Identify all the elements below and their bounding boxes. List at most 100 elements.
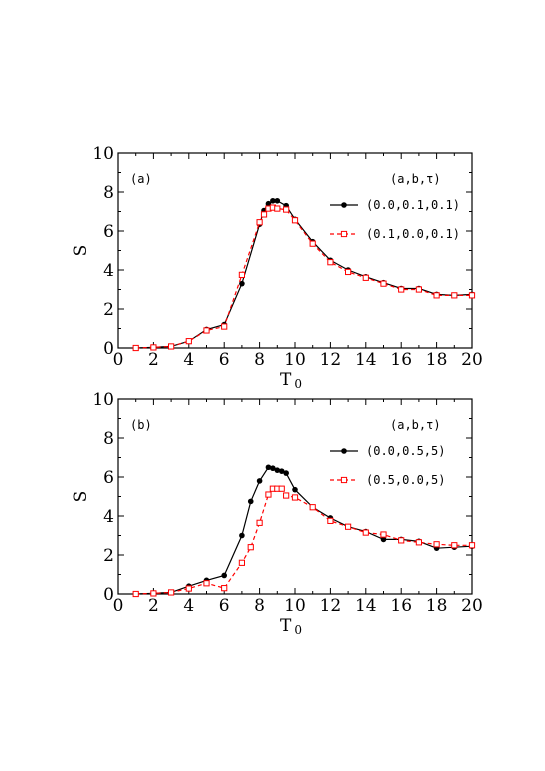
data-point bbox=[203, 327, 210, 334]
data-point bbox=[283, 470, 289, 476]
data-point bbox=[203, 580, 210, 587]
data-point bbox=[238, 559, 246, 566]
y-tick-label: 6 bbox=[103, 468, 114, 488]
data-point bbox=[362, 274, 369, 281]
x-tick-label: 8 bbox=[254, 596, 265, 616]
y-tick-label: 10 bbox=[92, 390, 114, 410]
x-tick-label: 16 bbox=[390, 350, 412, 370]
data-point bbox=[380, 280, 387, 287]
data-point bbox=[256, 219, 263, 226]
y-tick-label: 2 bbox=[103, 546, 114, 566]
data-point bbox=[247, 498, 254, 505]
data-point bbox=[309, 504, 316, 511]
data-point bbox=[274, 467, 281, 473]
y-tick-label: 2 bbox=[103, 300, 114, 320]
data-point bbox=[168, 589, 175, 596]
x-tick-label: 12 bbox=[320, 596, 342, 616]
legend-label: (0.0,0.1,0.1) bbox=[366, 198, 460, 212]
x-tick-label: 12 bbox=[320, 350, 342, 370]
data-point bbox=[398, 286, 405, 293]
data-point bbox=[291, 494, 299, 501]
data-point bbox=[283, 492, 290, 499]
data-point bbox=[132, 344, 139, 352]
legend-title: (a,b,τ) bbox=[390, 418, 441, 432]
data-point bbox=[468, 292, 476, 299]
data-point bbox=[380, 531, 387, 538]
y-tick-label: 10 bbox=[92, 144, 114, 164]
series-1 bbox=[132, 204, 476, 352]
data-point bbox=[260, 211, 268, 218]
data-point bbox=[238, 271, 246, 278]
legend-marker bbox=[340, 230, 348, 238]
legend-marker bbox=[341, 202, 347, 208]
x-tick-label: 10 bbox=[284, 596, 306, 616]
data-point bbox=[327, 517, 334, 524]
data-point bbox=[150, 590, 157, 597]
series-1 bbox=[132, 485, 476, 598]
data-point bbox=[270, 197, 276, 204]
data-point bbox=[150, 344, 157, 351]
data-point bbox=[221, 572, 227, 579]
y-axis-label: S bbox=[71, 491, 91, 503]
data-point bbox=[380, 536, 387, 543]
x-axis-label-subscript: 0 bbox=[294, 623, 302, 637]
data-point bbox=[265, 491, 272, 498]
data-point bbox=[433, 541, 440, 548]
data-point bbox=[239, 280, 245, 287]
y-tick-label: 4 bbox=[103, 507, 114, 527]
legend-marker bbox=[341, 448, 347, 454]
legend: (a,b,τ) (0.0,0.5,5) (0.5,0.0,5) bbox=[330, 418, 445, 487]
data-point bbox=[256, 478, 263, 484]
y-axis-label: S bbox=[71, 245, 91, 257]
data-point bbox=[415, 539, 422, 546]
data-point bbox=[345, 268, 352, 276]
data-point bbox=[468, 542, 476, 549]
y-tick-label: 4 bbox=[103, 261, 114, 281]
data-point bbox=[291, 217, 299, 224]
data-point bbox=[451, 292, 458, 299]
series-line bbox=[135, 200, 473, 349]
y-tick-label: 0 bbox=[103, 339, 114, 359]
y-tick-label: 0 bbox=[103, 585, 114, 605]
data-point bbox=[239, 532, 245, 539]
series-0 bbox=[132, 197, 475, 351]
x-tick-label: 14 bbox=[355, 350, 377, 370]
x-tick-label: 4 bbox=[183, 596, 194, 616]
data-point bbox=[185, 338, 192, 345]
panel-label: (b) bbox=[130, 418, 152, 432]
x-tick-label: 2 bbox=[148, 596, 159, 616]
data-point bbox=[415, 286, 422, 293]
data-point bbox=[433, 292, 440, 299]
legend-label: (0.5,0.0,5) bbox=[366, 473, 445, 487]
x-tick-label: 16 bbox=[390, 596, 412, 616]
data-point bbox=[274, 197, 281, 204]
legend-title: (a,b,τ) bbox=[390, 172, 441, 186]
x-tick-label: 20 bbox=[461, 350, 483, 370]
x-axis-label-main: T bbox=[280, 616, 292, 636]
data-point bbox=[185, 585, 192, 592]
legend: (a,b,τ) (0.0,0.1,0.1) (0.1,0.0,0.1) bbox=[330, 172, 460, 241]
x-tick-label: 0 bbox=[113, 350, 124, 370]
x-tick-label: 2 bbox=[148, 350, 159, 370]
data-point bbox=[256, 519, 263, 526]
x-tick-label: 14 bbox=[355, 596, 377, 616]
x-tick-label: 8 bbox=[254, 350, 265, 370]
data-point bbox=[274, 205, 281, 212]
data-point bbox=[168, 343, 175, 350]
y-tick-label: 6 bbox=[103, 222, 114, 242]
data-point bbox=[292, 486, 298, 493]
x-tick-label: 18 bbox=[426, 596, 448, 616]
legend-marker bbox=[340, 476, 348, 484]
data-point bbox=[265, 464, 272, 471]
x-tick-label: 20 bbox=[461, 596, 483, 616]
data-point bbox=[309, 240, 316, 247]
data-point bbox=[132, 590, 139, 598]
data-point bbox=[362, 529, 369, 536]
data-point bbox=[278, 468, 285, 474]
data-point bbox=[221, 585, 228, 592]
data-point bbox=[283, 206, 290, 213]
x-tick-label: 10 bbox=[284, 350, 306, 370]
